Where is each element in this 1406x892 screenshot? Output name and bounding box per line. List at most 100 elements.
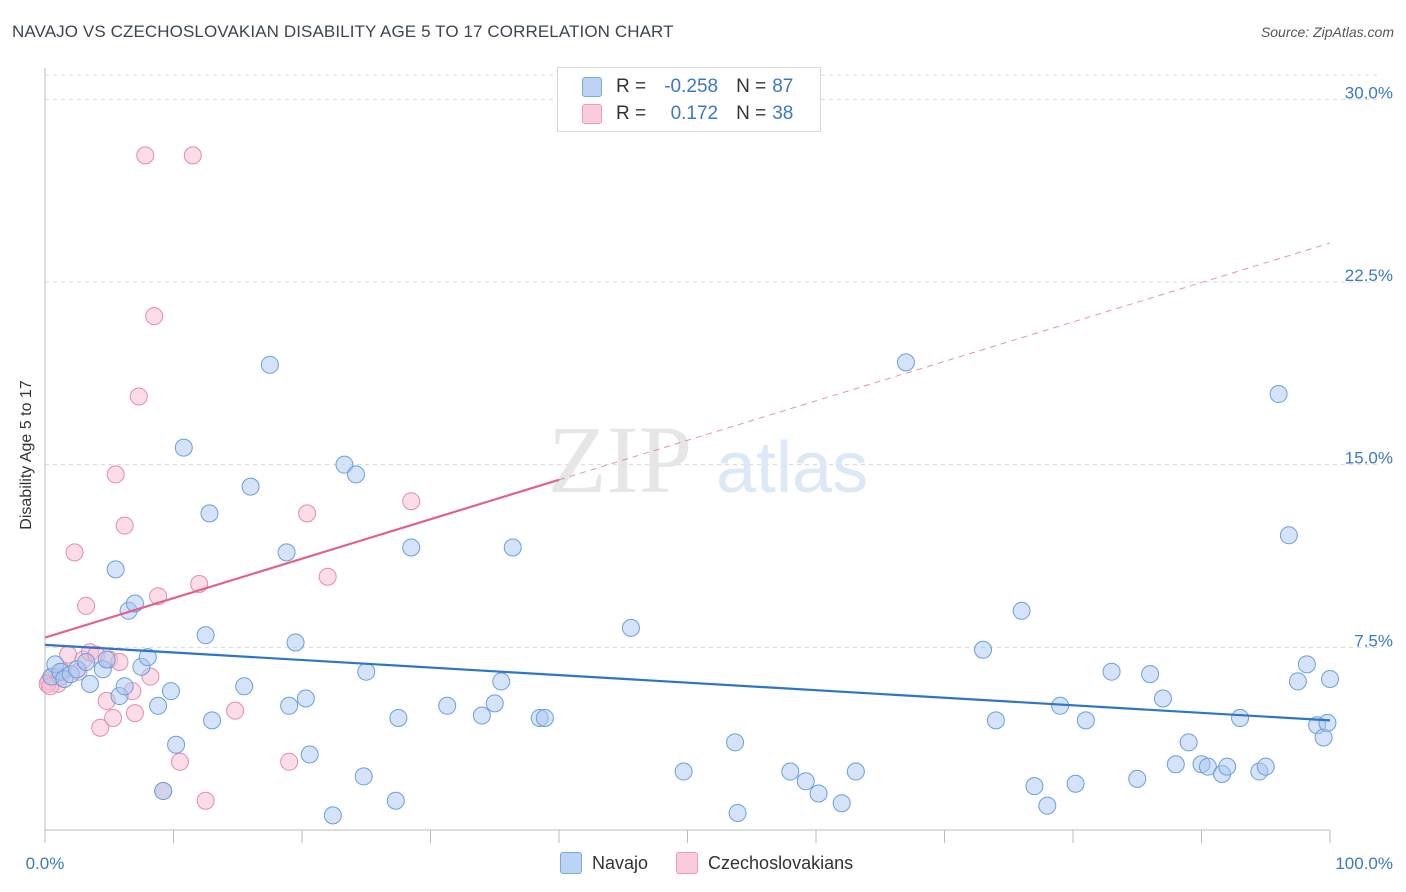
navajo-point bbox=[277, 543, 296, 562]
navajo-point bbox=[357, 662, 376, 681]
navajo-point bbox=[1141, 665, 1160, 684]
navajo-point bbox=[154, 782, 173, 801]
navajo-point bbox=[354, 767, 373, 786]
czech-n-value: 38 bbox=[772, 103, 794, 124]
x-tick-label: 0.0% bbox=[26, 854, 65, 873]
navajo-point bbox=[846, 762, 865, 781]
czech-point bbox=[318, 567, 337, 586]
navajo-point bbox=[1025, 777, 1044, 796]
czech-point bbox=[125, 704, 144, 723]
navajo-point bbox=[1297, 655, 1316, 674]
navajo-point bbox=[503, 538, 522, 557]
navajo-point bbox=[174, 438, 193, 457]
navajo-point bbox=[260, 355, 279, 374]
navajo-point bbox=[1102, 662, 1121, 681]
navajo-point bbox=[77, 652, 96, 671]
navajo-swatch bbox=[582, 77, 602, 97]
navajo-point bbox=[974, 640, 993, 659]
legend-row-czech: R = 0.172 N = 38 bbox=[558, 100, 793, 128]
n-label: N = bbox=[736, 103, 767, 124]
y-tick-label: 22.5% bbox=[1345, 266, 1393, 285]
y-tick-label: 7.5% bbox=[1354, 631, 1393, 650]
czech-trend-line bbox=[44, 478, 560, 639]
czech-point bbox=[280, 752, 299, 771]
y-axis-label: Disability Age 5 to 17 bbox=[18, 380, 35, 530]
axes bbox=[44, 68, 1331, 843]
navajo-point bbox=[1128, 769, 1147, 788]
navajo-point bbox=[535, 708, 554, 727]
navajo-point bbox=[1153, 689, 1172, 708]
navajo-point bbox=[1256, 757, 1275, 776]
navajo-point bbox=[1218, 757, 1237, 776]
navajo-point bbox=[1288, 672, 1307, 691]
navajo-point bbox=[402, 538, 421, 557]
navajo-trend-line bbox=[44, 643, 1331, 722]
czech-point bbox=[104, 708, 123, 727]
navajo-point bbox=[728, 803, 747, 822]
czech-point bbox=[136, 146, 155, 165]
navajo-point bbox=[1279, 526, 1298, 545]
navajo-point bbox=[1269, 385, 1288, 404]
navajo-point bbox=[1179, 733, 1198, 752]
czech-point bbox=[106, 465, 125, 484]
navajo-point bbox=[167, 735, 186, 754]
navajo-point bbox=[438, 696, 457, 715]
navajo-point bbox=[149, 696, 168, 715]
czech-trend-extension bbox=[558, 242, 1331, 481]
navajo-point bbox=[781, 762, 800, 781]
watermark-atlas: atlas bbox=[716, 428, 868, 508]
trend-lines bbox=[44, 242, 1331, 722]
grid-lines bbox=[45, 74, 1380, 648]
navajo-point bbox=[286, 633, 305, 652]
czech-point bbox=[145, 307, 164, 326]
navajo-point bbox=[986, 711, 1005, 730]
czech-point bbox=[77, 596, 96, 615]
czech-point bbox=[129, 387, 148, 406]
navajo-point bbox=[674, 762, 693, 781]
czech-point bbox=[196, 791, 215, 810]
navajo-point bbox=[832, 794, 851, 813]
czech-point bbox=[402, 492, 421, 511]
czech-r-value: 0.172 bbox=[670, 103, 719, 124]
navajo-series bbox=[42, 353, 1339, 825]
czech-legend-swatch bbox=[676, 852, 699, 874]
legend-row-navajo: R = -0.258 N = 87 bbox=[558, 73, 793, 101]
czech-legend-label: Czechoslovakians bbox=[708, 852, 854, 873]
stats-legend: R = -0.258 N = 87 R = 0.172 N = 38 bbox=[557, 67, 821, 132]
navajo-legend-label: Navajo bbox=[592, 852, 649, 873]
navajo-point bbox=[1166, 755, 1185, 774]
chart-title: NAVAJO VS CZECHOSLOVAKIAN DISABILITY AGE… bbox=[12, 22, 674, 41]
navajo-point bbox=[200, 504, 219, 523]
watermark: ZIP atlas bbox=[548, 406, 868, 513]
czech-point bbox=[65, 543, 84, 562]
navajo-point bbox=[1198, 757, 1217, 776]
y-tick-label: 15.0% bbox=[1345, 449, 1393, 468]
navajo-point bbox=[161, 682, 180, 701]
watermark-zip: ZIP bbox=[548, 406, 692, 513]
navajo-point bbox=[1321, 670, 1339, 688]
navajo-point bbox=[1038, 796, 1057, 815]
navajo-point bbox=[115, 677, 134, 696]
navajo-point bbox=[621, 618, 640, 637]
navajo-point bbox=[106, 560, 125, 579]
navajo-point bbox=[235, 677, 254, 696]
navajo-point bbox=[472, 706, 491, 725]
czech-point bbox=[170, 752, 189, 771]
x-tick-label: 100.0% bbox=[1335, 854, 1393, 873]
navajo-point bbox=[80, 674, 99, 693]
navajo-point bbox=[280, 696, 299, 715]
navajo-point bbox=[138, 648, 157, 667]
n-label: N = bbox=[736, 76, 767, 97]
navajo-n-value: 87 bbox=[772, 76, 794, 97]
czech-point bbox=[183, 146, 202, 165]
navajo-point bbox=[300, 745, 319, 764]
navajo-point bbox=[1066, 774, 1085, 793]
y-tick-label: 30.0% bbox=[1345, 83, 1393, 102]
navajo-point bbox=[896, 353, 915, 372]
navajo-point bbox=[1012, 601, 1031, 620]
navajo-point bbox=[1231, 708, 1250, 727]
navajo-point bbox=[726, 733, 745, 752]
navajo-point bbox=[809, 784, 828, 803]
navajo-r-value: -0.258 bbox=[664, 76, 719, 97]
